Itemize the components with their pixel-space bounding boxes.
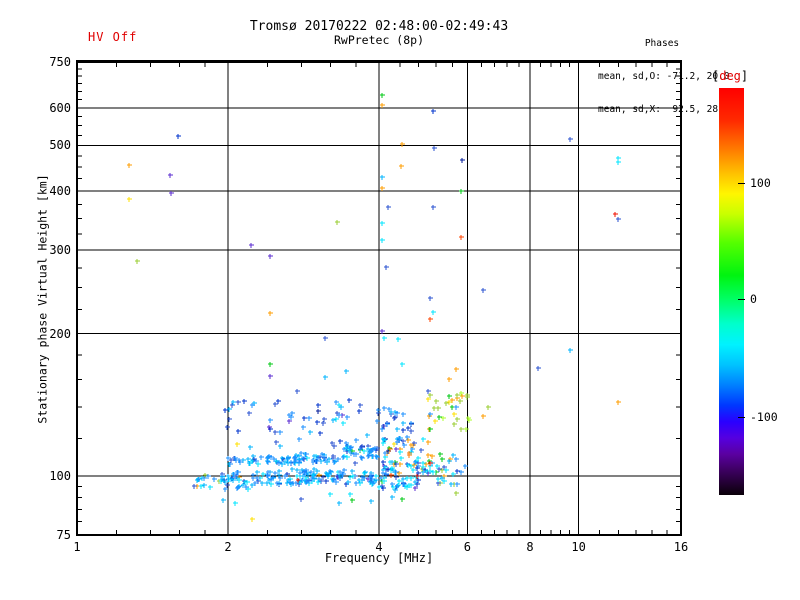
y-tick-label: 200 xyxy=(49,326,71,341)
x-tick-label: 10 xyxy=(571,540,586,554)
colorbar-tick-label: -100 xyxy=(750,409,778,424)
scatter-series-gr xyxy=(268,93,464,503)
y-tick-label: 400 xyxy=(49,184,71,199)
y-tick-label: 500 xyxy=(49,138,71,153)
scatter-series-do xyxy=(388,447,412,458)
y-tick-label: 100 xyxy=(49,468,71,483)
phase-colorbar xyxy=(719,88,744,495)
scatter-series-gy xyxy=(441,391,472,432)
scatter-series-or xyxy=(127,103,621,489)
colorbar-unit-text: deg xyxy=(719,69,741,83)
plot-title: Tromsø 20170222 02:48:00-02:49:43 xyxy=(249,19,509,34)
y-tick-label: 600 xyxy=(49,100,71,115)
y-tick-label: 75 xyxy=(56,528,71,542)
colorbar-unit-close: ] xyxy=(740,69,749,83)
colorbar-tick-label: 100 xyxy=(750,175,771,190)
colorbar-tick xyxy=(738,298,745,300)
plot-subtitle: RwPretec (8p) xyxy=(333,33,424,47)
x-tick-label: 1 xyxy=(73,540,81,554)
colorbar-tick xyxy=(738,182,745,184)
phase-stats-block: Phases mean, sd,O: -71.2, 20.0 mean, sd,… xyxy=(598,16,730,126)
scatter-series-ry xyxy=(192,137,621,502)
colorbar-unit-label: [deg] xyxy=(712,69,748,83)
colorbar-unit-open: [ xyxy=(712,69,720,83)
phase-stats-mean-o: mean, sd,O: -71.2, 20.0 xyxy=(598,71,730,82)
x-axis-title: Frequency [MHz] xyxy=(324,551,434,565)
x-tick-label: 8 xyxy=(526,540,534,554)
scatter-series-mb xyxy=(176,109,460,491)
y-tick-label: 750 xyxy=(49,55,71,69)
scatter-points xyxy=(127,93,621,522)
colorbar-tick-label: 0 xyxy=(750,291,757,306)
y-axis-title: Stationary phase Virtual Height [km] xyxy=(35,174,50,424)
scatter-series-ro xyxy=(389,235,464,478)
x-tick-label: 4 xyxy=(375,540,383,554)
scatter-series-yg xyxy=(135,220,491,496)
x-tick-label: 2 xyxy=(224,540,232,554)
x-tick-label: 6 xyxy=(463,540,471,554)
phase-stats-title: Phases xyxy=(644,38,680,49)
scatter-series-db xyxy=(197,400,468,492)
scatter-series-re xyxy=(296,212,618,483)
scatter-series-vi xyxy=(168,173,431,491)
colorbar-tick xyxy=(738,416,745,418)
hv-status-label: HV Off xyxy=(88,30,138,44)
y-tick-label: 300 xyxy=(49,243,71,258)
scatter-series-ye xyxy=(127,197,457,522)
x-tick-label: 16 xyxy=(673,540,689,554)
phase-stats-mean-x: mean, sd,X: 92.5, 28.2 xyxy=(598,104,730,115)
